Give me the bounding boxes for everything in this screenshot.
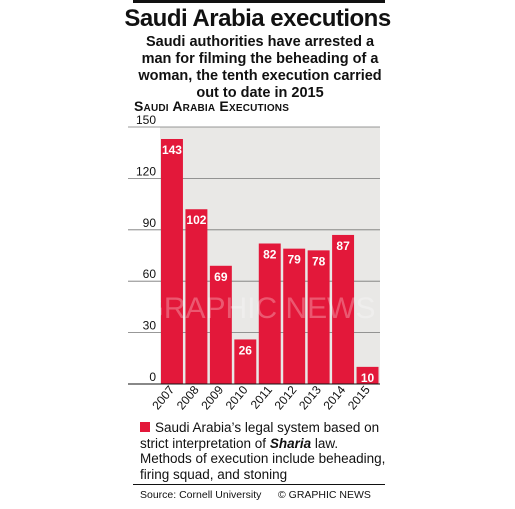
data-label: 143 bbox=[162, 143, 182, 157]
bar bbox=[209, 265, 232, 384]
x-tick-label: 2008 bbox=[174, 383, 202, 413]
x-tick-label: 2015 bbox=[345, 383, 373, 413]
legend: Saudi Arabia’s legal system based on str… bbox=[140, 420, 390, 482]
legend-emphasis: Sharia bbox=[269, 435, 312, 451]
chart-title: Saudi Arabia Executions bbox=[134, 98, 290, 114]
bar bbox=[161, 138, 183, 384]
top-rule bbox=[133, 0, 385, 3]
bar bbox=[332, 234, 355, 384]
x-tick-label: 2012 bbox=[272, 383, 300, 413]
watermark-logo: GRAPHIC NEWS bbox=[140, 292, 375, 325]
y-tick-label: 0 bbox=[149, 370, 156, 384]
bar bbox=[258, 243, 281, 384]
x-tick-label: 2010 bbox=[223, 383, 251, 413]
data-label: 69 bbox=[214, 270, 228, 284]
source-text: Source: Cornell University bbox=[140, 489, 262, 501]
data-label: 82 bbox=[263, 248, 277, 262]
legend-text-before: Saudi Arabia’s legal system based on str… bbox=[140, 420, 380, 451]
bottom-rule bbox=[133, 484, 385, 485]
x-tick-label: 2009 bbox=[198, 383, 226, 413]
bar bbox=[185, 209, 208, 384]
data-label: 26 bbox=[239, 343, 253, 357]
y-tick-label: 30 bbox=[143, 319, 157, 333]
y-tick-label: 120 bbox=[136, 164, 156, 178]
x-tick-label: 2007 bbox=[149, 383, 177, 413]
data-label: 78 bbox=[312, 254, 326, 268]
legend-swatch bbox=[140, 422, 150, 432]
y-tick-label: 150 bbox=[136, 113, 156, 127]
data-label: 87 bbox=[336, 239, 350, 253]
x-tick-label: 2014 bbox=[320, 383, 348, 413]
legend-text-after: law. Methods of execution include behead… bbox=[140, 435, 386, 482]
bar bbox=[283, 248, 306, 384]
page-title: Saudi Arabia executions bbox=[124, 5, 391, 32]
y-tick-label: 60 bbox=[143, 267, 157, 281]
bar bbox=[234, 339, 257, 384]
x-tick-label: 2013 bbox=[296, 383, 324, 413]
y-tick-label: 90 bbox=[143, 216, 157, 230]
bar bbox=[356, 366, 379, 384]
bar bbox=[307, 250, 330, 384]
x-tick-label: 2011 bbox=[248, 383, 276, 412]
credit-text: © GRAPHIC NEWS bbox=[278, 489, 371, 501]
data-label: 102 bbox=[186, 213, 206, 227]
data-label: 79 bbox=[288, 253, 302, 267]
data-label: 10 bbox=[361, 371, 375, 385]
page-subtitle: Saudi authorities have arrested a man fo… bbox=[138, 34, 382, 101]
